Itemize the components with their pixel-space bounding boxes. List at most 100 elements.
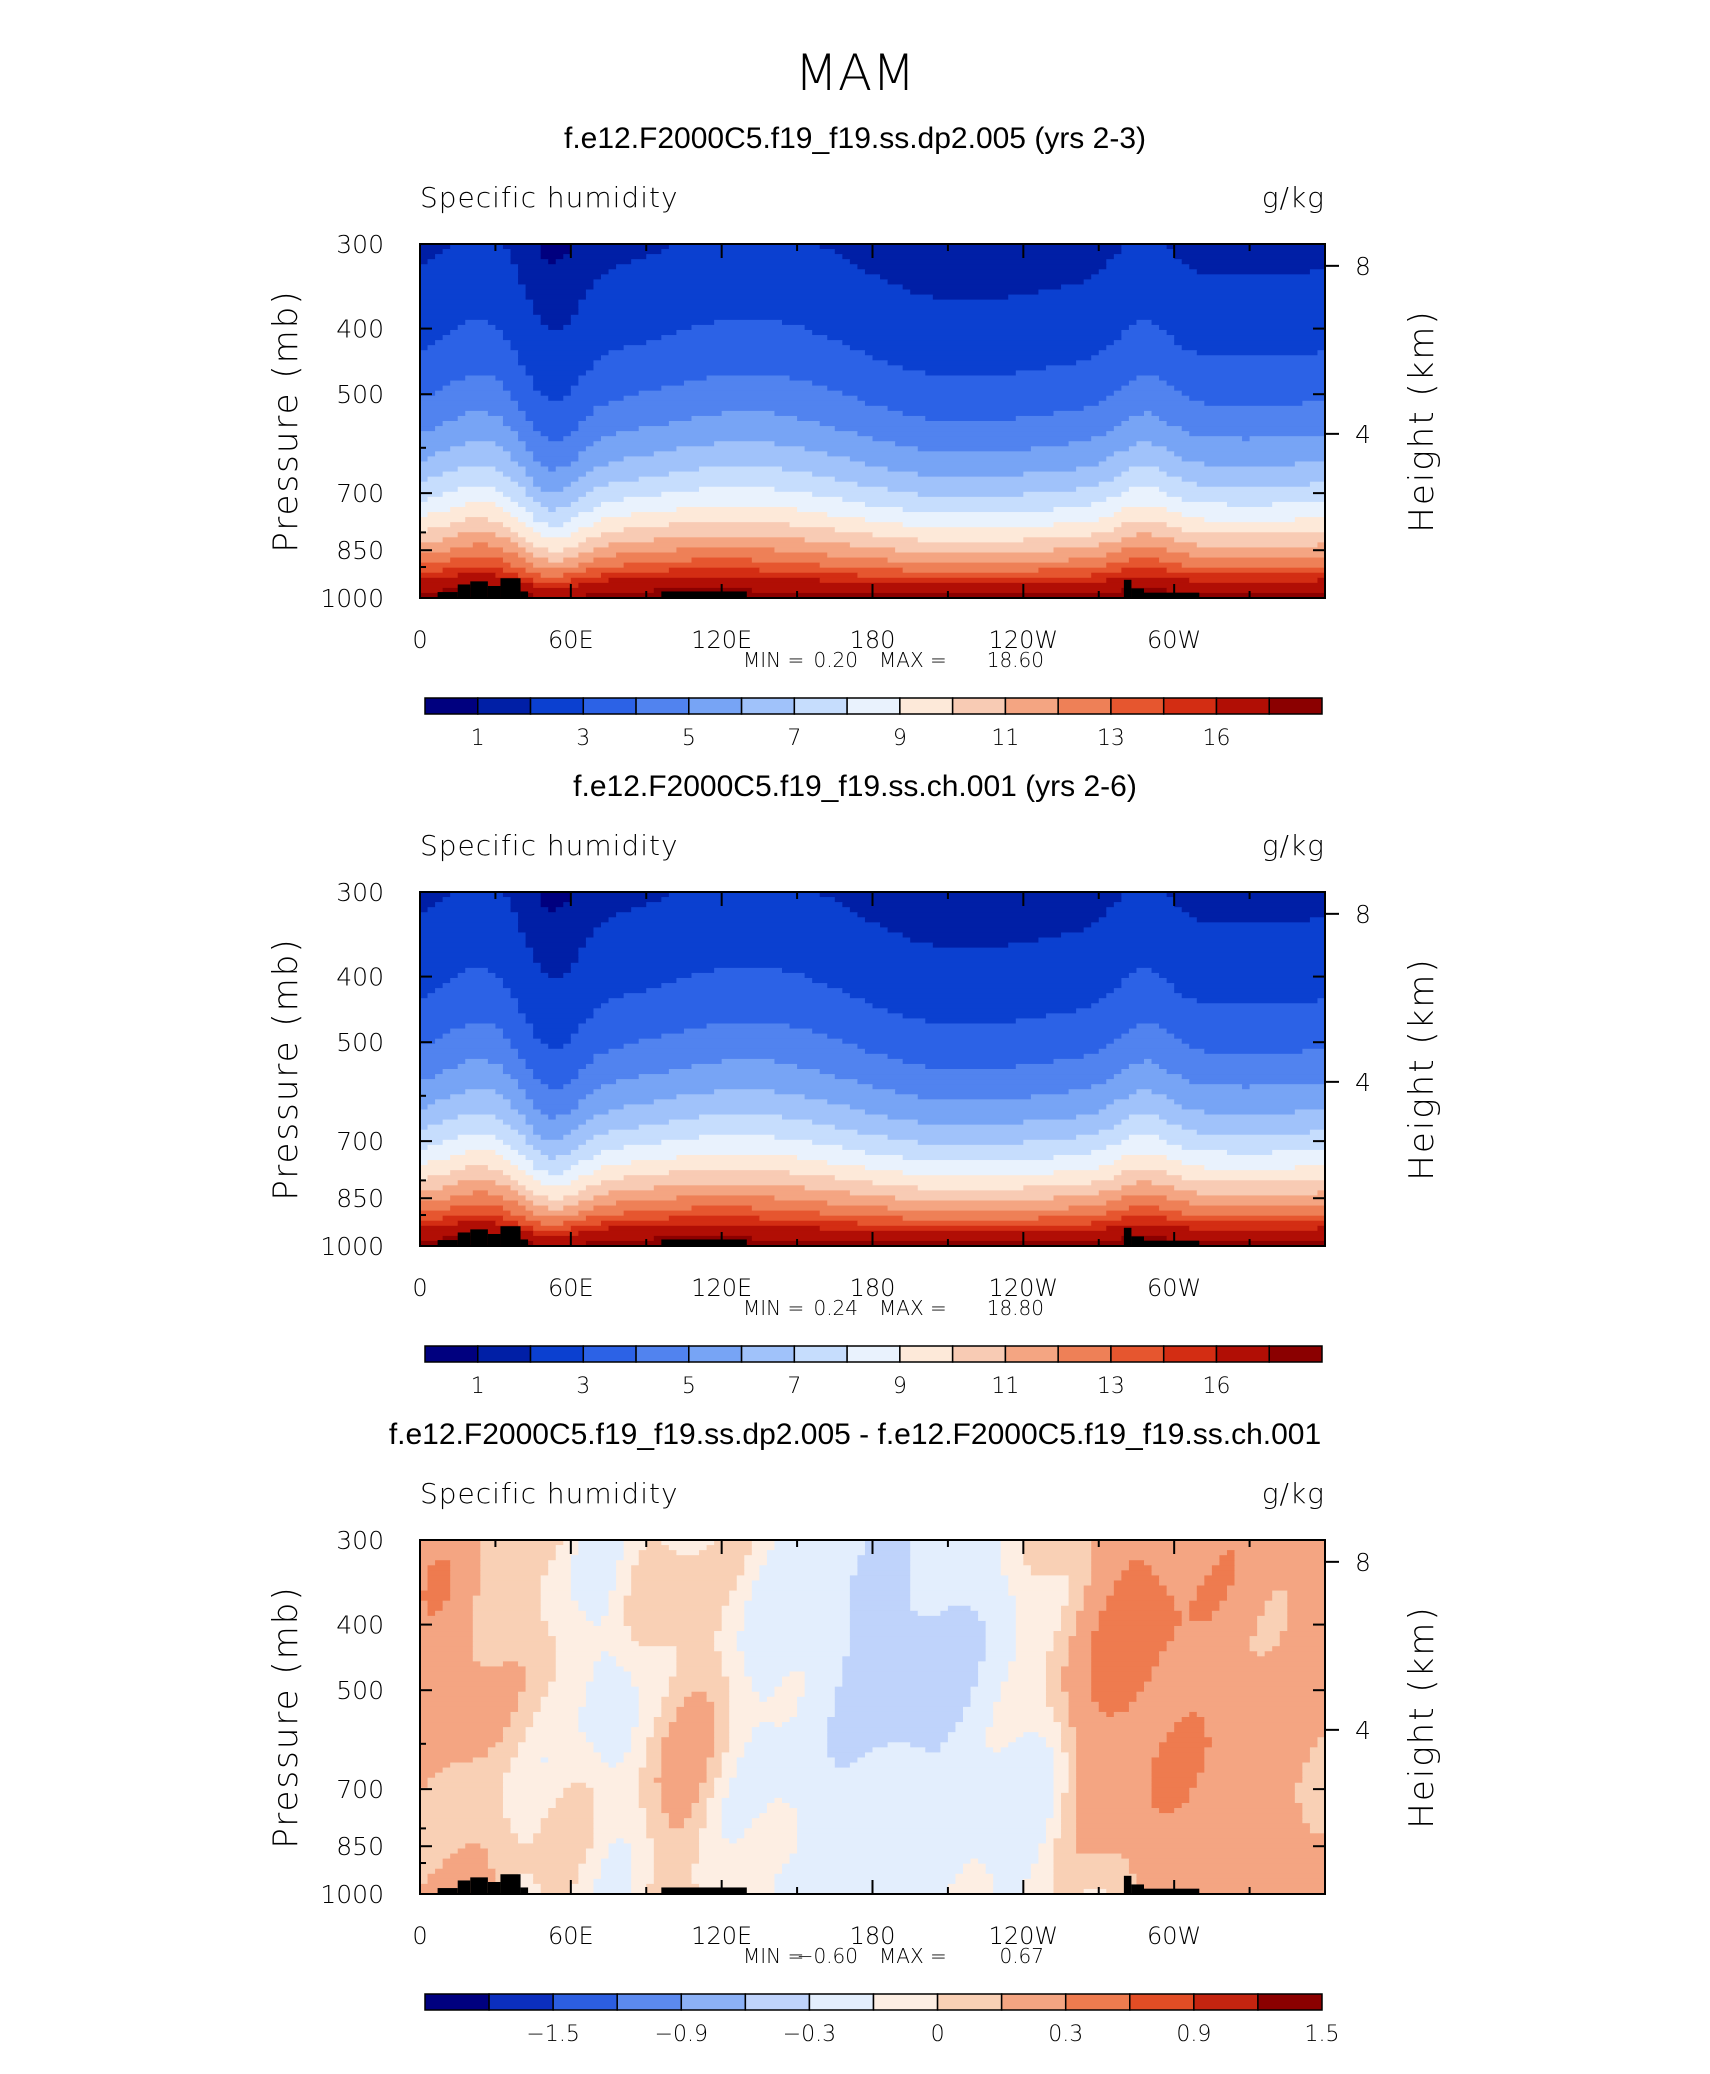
contour-cell bbox=[585, 1848, 610, 1855]
contour-cell bbox=[1106, 1144, 1183, 1151]
contour-cell bbox=[578, 1711, 640, 1718]
contour-cell bbox=[676, 1550, 700, 1556]
contour-cell bbox=[668, 244, 821, 250]
contour-cell bbox=[420, 1129, 519, 1136]
contour-cell bbox=[774, 410, 904, 417]
contour-cell bbox=[782, 1681, 806, 1688]
contour-cell bbox=[721, 1808, 768, 1814]
contour-cell bbox=[842, 1661, 979, 1668]
contour-cell bbox=[1098, 542, 1198, 549]
contour-cell bbox=[480, 1540, 564, 1546]
contour-cell bbox=[1045, 365, 1326, 372]
contour-cell bbox=[540, 1149, 572, 1156]
contour-cell bbox=[993, 1722, 1062, 1728]
contour-cell bbox=[699, 1838, 730, 1845]
contour-cell bbox=[518, 1701, 542, 1708]
colorbar-label: 5 bbox=[682, 1374, 696, 1399]
contour-cell bbox=[714, 319, 783, 326]
contour-cell bbox=[570, 314, 1326, 321]
contour-cell bbox=[653, 1099, 828, 1105]
contour-cell bbox=[1008, 1585, 1070, 1592]
contour-cell bbox=[774, 1883, 949, 1890]
contour-cell bbox=[616, 1580, 632, 1587]
contour-cell bbox=[420, 1615, 474, 1622]
contour-cell bbox=[570, 577, 610, 584]
contour-cell bbox=[955, 1727, 987, 1733]
contour-cell bbox=[623, 1757, 647, 1764]
contour-cell bbox=[729, 1691, 760, 1698]
contour-cell bbox=[578, 421, 670, 427]
contour-cell bbox=[1181, 512, 1326, 518]
contour-cell bbox=[548, 259, 557, 265]
contour-cell bbox=[502, 892, 542, 898]
contour-cell bbox=[578, 1200, 617, 1207]
contour-cell bbox=[804, 1691, 836, 1698]
contour-cell bbox=[827, 451, 1115, 457]
contour-cell bbox=[1091, 355, 1326, 361]
contour-cell bbox=[502, 1170, 527, 1176]
contour-cell bbox=[864, 917, 1100, 923]
contour-cell bbox=[593, 279, 889, 286]
contour-cell bbox=[518, 431, 542, 437]
contour-cell bbox=[608, 1190, 851, 1197]
contour-cell bbox=[857, 1560, 911, 1566]
contour-cell bbox=[842, 496, 1107, 503]
contour-cell bbox=[540, 1818, 595, 1824]
contour-cell bbox=[1015, 1656, 1047, 1662]
contour-cell bbox=[525, 937, 587, 944]
contour-cell bbox=[668, 1722, 715, 1728]
contour-cell bbox=[1061, 1625, 1077, 1632]
colorbar-label: 1 bbox=[471, 1374, 485, 1399]
contour-cell bbox=[789, 1170, 904, 1176]
contour-cell bbox=[631, 1883, 647, 1890]
contour-cell bbox=[540, 486, 564, 493]
contour-cell bbox=[616, 1560, 640, 1566]
contour-cell bbox=[1309, 1823, 1326, 1829]
contour-cell bbox=[857, 1555, 911, 1561]
contour-cell bbox=[480, 1580, 542, 1587]
contour-cell bbox=[947, 1737, 987, 1743]
contour-cell bbox=[661, 335, 828, 341]
contour-cell bbox=[1166, 421, 1326, 427]
contour-cell bbox=[1136, 1888, 1326, 1895]
contour-cell bbox=[608, 577, 821, 584]
contour-cell bbox=[691, 1863, 783, 1870]
contour-cell bbox=[849, 1620, 987, 1627]
contour-cell bbox=[1091, 1681, 1145, 1688]
contour-cell bbox=[631, 1727, 655, 1733]
contour-cell bbox=[812, 1028, 1130, 1035]
contour-cell bbox=[1008, 942, 1326, 949]
contour-cell bbox=[744, 1620, 851, 1627]
contour-cell bbox=[420, 1144, 429, 1151]
contour-cell bbox=[548, 1084, 564, 1090]
xtick-label: 120E bbox=[691, 1922, 752, 1950]
contour-cell bbox=[420, 1008, 519, 1014]
contour-cell bbox=[510, 345, 625, 351]
contour-cell bbox=[1309, 1752, 1326, 1759]
contour-cell bbox=[729, 1777, 1055, 1784]
contour-cell bbox=[480, 1575, 542, 1582]
contour-cell bbox=[1159, 1651, 1258, 1657]
contour-cell bbox=[1076, 1008, 1326, 1014]
contour-cell bbox=[510, 537, 527, 543]
contour-cell bbox=[631, 1742, 647, 1748]
max-value: 18.60 bbox=[987, 648, 1044, 672]
ytick-label: 700 bbox=[336, 1775, 384, 1804]
contour-cell bbox=[653, 1878, 693, 1885]
contour-cell bbox=[427, 1565, 451, 1571]
contour-cell bbox=[420, 1818, 512, 1824]
contour-cell bbox=[661, 1802, 693, 1809]
contour-cell bbox=[797, 1808, 1055, 1814]
contour-cell bbox=[457, 972, 497, 979]
contour-cell bbox=[653, 1838, 700, 1845]
contour-cell bbox=[593, 1787, 640, 1794]
contour-cell bbox=[420, 274, 519, 280]
contour-cell bbox=[502, 385, 534, 392]
contour-cell bbox=[1317, 998, 1326, 1004]
contour-cell bbox=[661, 897, 836, 903]
contour-cell bbox=[525, 1686, 549, 1693]
contour-cell bbox=[578, 512, 632, 518]
contour-cell bbox=[1196, 1772, 1303, 1779]
contour-cell bbox=[502, 1094, 527, 1100]
contour-cell bbox=[540, 1615, 587, 1622]
